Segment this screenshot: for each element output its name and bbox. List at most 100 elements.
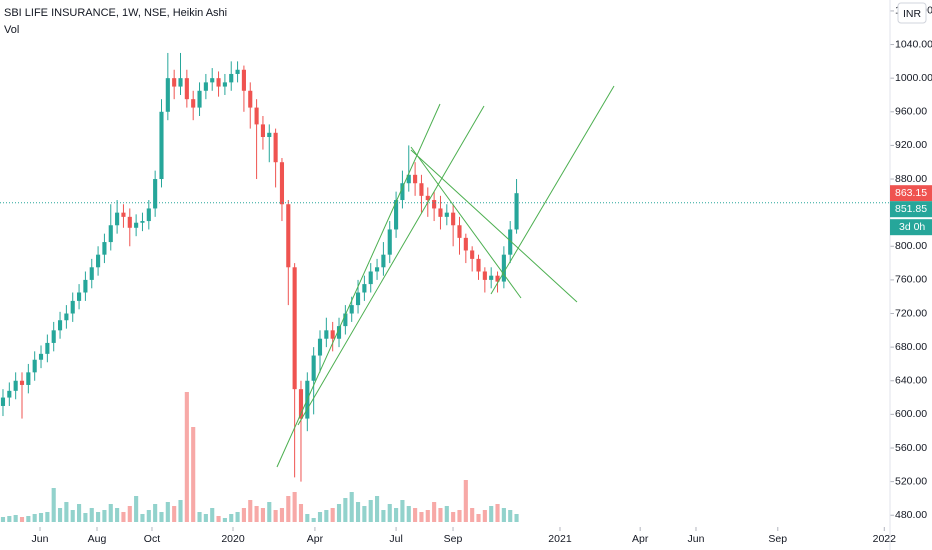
candle-body (349, 305, 354, 314)
volume-bar (375, 496, 380, 522)
candle-body (425, 195, 430, 201)
volume-bar (413, 508, 418, 522)
volume-bar (210, 508, 215, 522)
candle-body (77, 292, 82, 301)
candle-body (413, 174, 418, 184)
candle-body (457, 225, 462, 238)
candle-body (121, 212, 126, 217)
volume-bar (311, 518, 316, 522)
candle-body (324, 330, 329, 339)
candle-body (394, 200, 399, 230)
candle-body (476, 258, 481, 272)
volume-label: Vol (4, 24, 19, 36)
candle-body (197, 90, 202, 108)
volume-bar (394, 508, 399, 522)
volume-bar (134, 496, 139, 522)
candle-body (45, 342, 50, 354)
volume-bar (286, 496, 291, 522)
candle-body (7, 390, 12, 398)
volume-bar (317, 512, 323, 522)
volume-bar (324, 510, 329, 522)
candle-body (298, 389, 304, 419)
volume-bar (343, 498, 348, 522)
candle-body (115, 212, 120, 226)
volume-bar (457, 510, 462, 522)
x-tick-label: Oct (144, 533, 160, 545)
last-price-label: 863.15 (895, 187, 927, 199)
volume-bar (501, 508, 506, 522)
candle-body (273, 132, 278, 163)
volume-bar (197, 512, 202, 522)
candle-body (451, 212, 456, 226)
currency-label[interactable]: INR (903, 8, 922, 20)
volume-bar (89, 508, 94, 522)
candle-body (241, 69, 246, 91)
candle-body (19, 380, 25, 385)
volume-bar (248, 500, 253, 522)
candle-body (108, 225, 113, 243)
volume-bar (216, 516, 221, 522)
x-tick-label: 2020 (221, 533, 245, 545)
y-tick-label: 520.00 (895, 475, 927, 487)
candle-body (381, 254, 386, 268)
volume-bar (140, 514, 145, 522)
candle-body (254, 107, 259, 125)
time-axis-panel (0, 527, 890, 550)
volume-bar (476, 514, 481, 522)
candle-body (267, 132, 272, 138)
plot-area (0, 52, 890, 522)
candle-body (229, 73, 234, 83)
volume-bar (38, 513, 44, 522)
x-tick-label: Aug (88, 533, 107, 545)
currency-button[interactable] (897, 2, 927, 24)
x-tick-label: Sep (768, 533, 787, 545)
volume-bar (191, 427, 196, 522)
y-tick-label: 880.00 (895, 173, 927, 185)
trend-line (276, 103, 441, 468)
candle-body (400, 183, 405, 201)
volume-bar (13, 515, 18, 522)
candle-body (102, 242, 107, 255)
volume-bar (153, 504, 158, 522)
trend-line (490, 85, 615, 295)
candle-body (260, 124, 265, 138)
candle-body (514, 193, 519, 230)
y-tick-label: 680.00 (895, 341, 927, 353)
chart-title: SBI LIFE INSURANCE, 1W, NSE, Heikin Ashi (4, 7, 227, 19)
volume-bar (381, 510, 386, 522)
volume-bar (229, 514, 234, 522)
candle-body (172, 78, 177, 87)
candle-body (368, 271, 373, 285)
volume-bar (305, 514, 310, 522)
y-tick-label: 560.00 (895, 442, 927, 454)
y-tick-label: 600.00 (895, 408, 927, 420)
candle-body (153, 179, 158, 209)
volume-bar (368, 500, 373, 522)
candle-body (330, 330, 335, 339)
candle-body (64, 313, 69, 321)
volume-bar (165, 502, 170, 522)
x-tick-label: Apr (632, 533, 649, 545)
volume-bar (349, 492, 354, 522)
candle-body (178, 78, 183, 87)
candle-body (57, 320, 63, 331)
candle-body (127, 216, 132, 228)
x-tick-label: Apr (307, 533, 324, 545)
candle-body (70, 300, 75, 314)
candle-body (317, 338, 323, 356)
volume-bar (463, 480, 468, 522)
candle-body (165, 78, 170, 112)
volume-bar (451, 512, 456, 522)
candle-body (438, 208, 443, 217)
volume-bar (77, 504, 82, 522)
volume-bar (45, 512, 50, 522)
candle-body (375, 267, 380, 272)
volume-bar (292, 492, 297, 522)
volume-bar (159, 512, 164, 522)
volume-bar (96, 512, 101, 522)
trend-line (410, 146, 522, 299)
candle-body (489, 275, 494, 280)
candle-body (495, 275, 500, 282)
candle-body (248, 90, 253, 108)
